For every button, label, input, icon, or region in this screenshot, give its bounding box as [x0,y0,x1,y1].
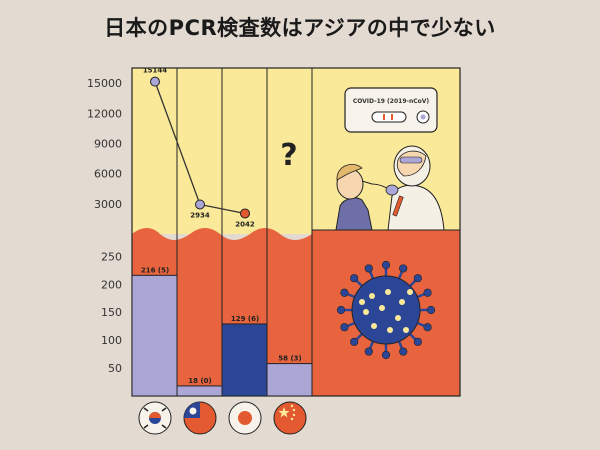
virus-spike-tip [350,274,359,283]
china-flag-icon [273,401,307,435]
line-y-tick-label: 6000 [94,168,122,181]
bar-y-tick-label: 250 [101,250,122,263]
virus-dot [399,299,405,305]
virus-spike-tip [364,347,373,356]
bar-y-tick-label: 150 [101,306,122,319]
virus-dot [403,327,409,333]
virus-spike-tip [413,274,422,283]
virus-dot [395,315,401,321]
bar [131,274,178,397]
virus-spike-tip [426,305,436,315]
virus-spike-tip [340,323,349,332]
virus-spike-tip [364,264,373,273]
virus-dot [359,299,365,305]
bar-data-label: 18 (0) [188,377,211,385]
line-data-point [195,199,205,210]
bar [221,323,268,397]
taiwan-flag-icon [183,401,217,435]
virus-dot [379,305,385,311]
virus-spike-tip [381,260,391,270]
virus-dot [387,327,393,333]
bar-y-tick-label: 200 [101,278,122,291]
coronavirus-icon [336,260,436,360]
line-data-point [150,76,160,87]
virus-dot [385,289,391,295]
line-y-tick-label: 12000 [87,107,122,120]
line-data-label: 2934 [190,211,210,219]
virus-dot [407,289,413,295]
virus-spike-tip [413,337,422,346]
japan-flag-icon [228,401,262,435]
bar [266,363,313,397]
line-data-label: 15144 [143,67,167,75]
line-y-tick-label: 9000 [94,137,122,150]
bar-data-label: 58 (3) [278,355,301,363]
unknown-value-question-mark: ? [280,138,297,173]
test-kit-icon: COVID-19 (2019-nCoV) [344,87,438,133]
line-data-point [240,208,250,219]
bar-data-label: 129 (6) [231,315,259,323]
virus-dot [371,323,377,329]
line-data-label: 2042 [235,220,255,228]
virus-spike-tip [399,264,408,273]
virus-spike-tip [340,288,349,297]
virus-spike-tip [350,337,359,346]
bar [176,385,223,397]
virus-spike-tip [381,350,391,360]
virus-dot [369,293,375,299]
bar-data-label: 216 (5) [141,266,169,274]
virus-spike-tip [423,323,432,332]
south-korea-flag-icon [138,401,172,435]
bar-y-tick-label: 100 [101,334,122,347]
chart-title: 日本のPCR検査数はアジアの中で少ない [104,16,496,40]
test-kit-label: COVID-19 (2019-nCoV) [353,98,430,105]
virus-spike-tip [399,347,408,356]
virus-spike-tip [336,305,346,315]
virus-dot [363,309,369,315]
bar-y-tick-label: 50 [108,362,122,375]
virus-body [351,275,421,345]
virus-spike-tip [423,288,432,297]
line-y-tick-label: 3000 [94,198,122,211]
swab-test-illustration-icon [335,145,445,231]
line-y-tick-label: 15000 [87,77,122,90]
